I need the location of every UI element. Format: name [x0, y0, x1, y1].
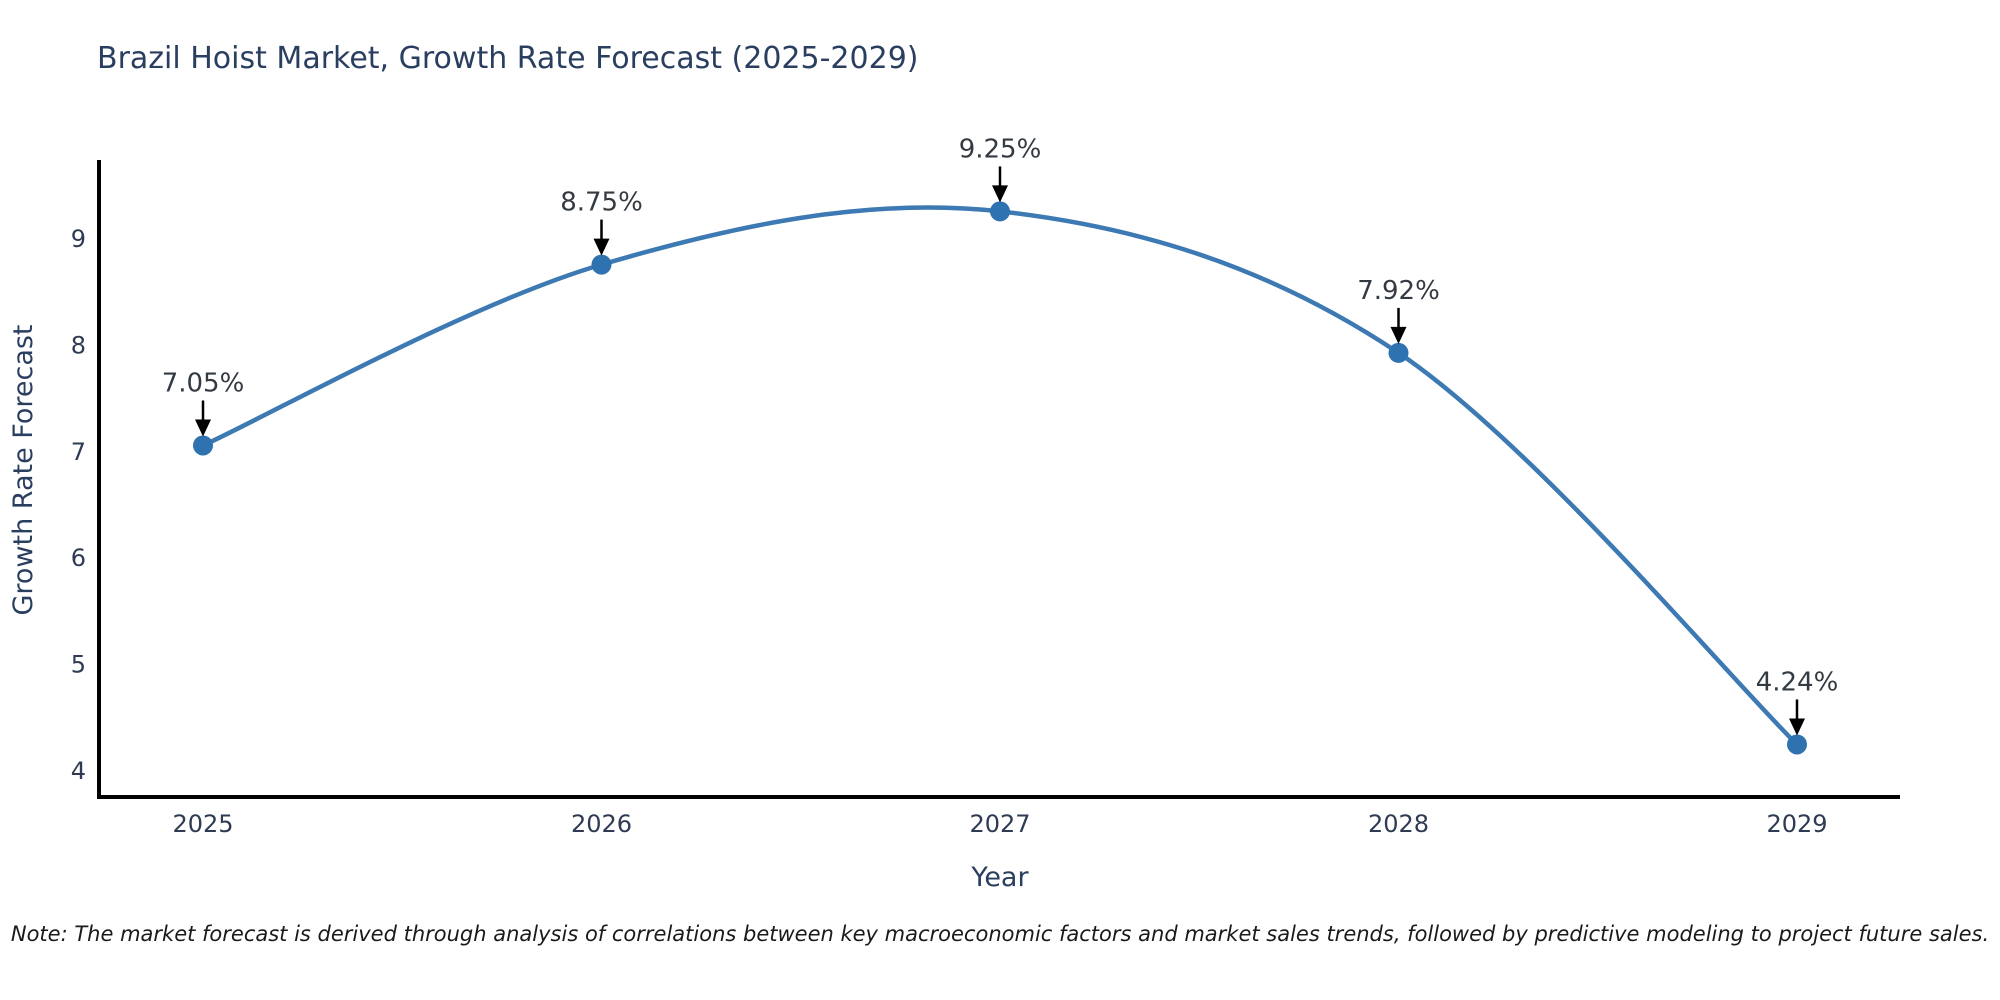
y-tick-label: 7: [71, 438, 86, 466]
data-point-marker: [990, 201, 1010, 222]
data-point-marker: [591, 254, 612, 275]
annotation-arrowhead-icon: [1789, 718, 1805, 736]
data-point-marker: [193, 435, 213, 456]
x-axis-title: Year: [970, 862, 1029, 893]
chart-title: Brazil Hoist Market, Growth Rate Forecas…: [97, 41, 918, 76]
x-tick-label: 2029: [1766, 810, 1827, 838]
annotation-arrowhead-icon: [992, 185, 1008, 203]
annotation-arrowhead-icon: [1390, 326, 1407, 344]
y-axis-title: Growth Rate Forecast: [8, 324, 39, 615]
annotation-label: 7.92%: [1357, 276, 1440, 306]
annotation-label: 9.25%: [959, 134, 1042, 164]
y-tick-label: 8: [71, 331, 86, 359]
annotation-arrowhead-icon: [195, 419, 211, 437]
data-point-marker: [1787, 734, 1807, 755]
y-tick-label: 9: [71, 225, 86, 253]
annotation-arrowhead-icon: [593, 238, 610, 256]
plot-layer: 4 5 6 7 8 9 2025 2026 2027 2028 2029 7.05% 8.75% 9.25…: [71, 134, 1900, 838]
annotation-label: 7.05%: [162, 368, 245, 398]
y-tick-label: 5: [71, 651, 86, 679]
x-tick-label: 2026: [571, 810, 632, 838]
annotation-label: 4.24%: [1756, 667, 1839, 697]
y-tick-label: 4: [71, 757, 86, 785]
x-tick-label: 2028: [1368, 810, 1429, 838]
annotation-label: 8.75%: [560, 188, 643, 218]
footnote: Note: The market forecast is derived thr…: [11, 922, 1989, 946]
x-tick-label: 2027: [969, 810, 1030, 838]
data-point-marker: [1388, 342, 1409, 363]
forecast-line: [200, 205, 1800, 747]
x-tick-label: 2025: [172, 810, 233, 838]
y-tick-label: 6: [71, 544, 86, 572]
